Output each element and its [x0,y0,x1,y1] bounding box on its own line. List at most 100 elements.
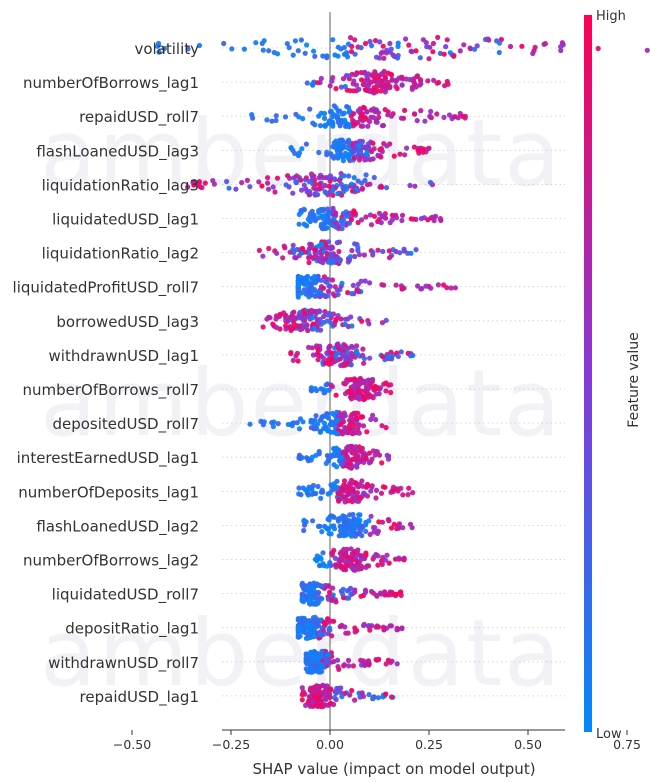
shap-point [407,76,413,83]
shap-point [340,353,346,359]
shap-point [380,353,386,360]
shap-point [398,115,404,121]
shap-point [301,518,307,524]
shap-point [273,117,279,124]
shap-point [428,108,434,115]
shap-point [375,695,381,701]
shap-point [339,486,345,492]
shap-point [330,192,336,198]
shap-point [367,382,373,388]
shap-point [335,418,341,424]
shap-point [282,114,289,120]
shap-point [364,429,370,435]
shap-point [375,74,381,80]
shap-point [364,660,370,666]
shap-point [156,40,162,47]
shap-point [467,45,473,51]
shap-point [316,320,322,326]
shap-point [425,146,431,152]
shap-point [302,691,308,697]
shap-point [316,113,322,119]
shap-point [312,122,318,128]
shap-point [295,358,301,364]
shap-point [318,556,324,562]
shap-point [330,188,336,194]
feature-label: liquidatedUSD_roll7 [52,586,199,605]
shap-point [329,153,335,159]
shap-point [330,585,336,591]
shap-point [185,46,191,52]
shap-point [405,492,411,498]
shap-point [378,558,385,564]
shap-point [366,692,372,698]
shap-point [332,450,338,456]
shap-point [340,595,347,601]
shap-point [334,154,341,160]
shap-point [342,117,348,123]
shap-point [330,113,336,120]
shap-point [361,105,367,111]
shap-point [343,630,349,636]
shap-point [427,44,433,50]
shap-point [367,181,373,187]
shap-point [348,480,354,486]
shap-point [316,695,322,701]
shap-point [395,40,401,46]
shap-point [308,417,314,423]
colorbar: High Low Feature value [584,9,642,742]
shap-point [352,51,358,57]
shap-point [451,53,457,59]
shap-point [302,487,309,493]
shap-point [358,45,364,51]
shap-point [312,254,318,260]
shap-point [326,515,332,522]
shap-point [369,43,375,49]
shap-point [294,173,300,179]
shap-point [321,115,328,121]
shap-point [441,51,447,57]
shap-point [319,241,325,247]
shap-point [308,242,314,248]
shap-point [362,40,369,47]
shap-point [368,588,375,595]
shap-point [398,349,404,355]
shap-point [404,145,410,151]
shap-point [411,144,417,150]
shap-point [328,531,334,537]
shap-point [383,388,389,394]
shap-point [329,633,335,639]
shap-point [335,490,341,497]
shap-point [316,186,323,192]
shap-point [312,386,318,392]
feature-label: liquidatedProfitUSD_roll7 [13,279,199,298]
shap-point [296,279,303,286]
shap-point [260,422,266,428]
feature-label: liquidatedUSD_lag1 [52,211,199,230]
shap-point [345,455,351,461]
shap-point [310,656,317,663]
shap-point [355,281,361,287]
shap-point [351,449,357,456]
shap-point [288,145,294,151]
shap-point [320,53,326,59]
shap-point [385,657,391,663]
shap-point [336,248,342,255]
shap-point [386,248,392,254]
shap-point [338,461,345,467]
shap-point [388,349,394,355]
shap-point [371,174,377,181]
shap-point [370,140,376,146]
shap-point [344,104,350,110]
shap-point [376,210,382,216]
shap-point [306,344,312,350]
shap-point [331,618,337,624]
shap-point [285,317,291,323]
shap-point [361,356,367,362]
shap-point [357,512,363,518]
shap-point [351,209,357,215]
shap-point [350,663,356,669]
shap-point [396,555,402,561]
shap-point [288,350,294,356]
shap-point [376,391,382,397]
shap-point [326,583,332,589]
